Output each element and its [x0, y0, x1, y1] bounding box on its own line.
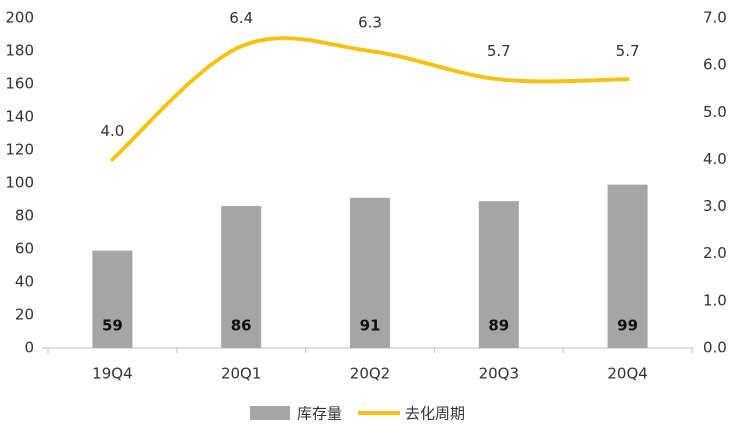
- line: [110, 36, 630, 162]
- x-tick-label: 19Q4: [92, 365, 132, 383]
- y-tick-label: 160: [5, 75, 34, 93]
- y2-tick-label: 0.0: [703, 339, 727, 357]
- bar: [350, 197, 390, 348]
- y-tick-label: 120: [5, 141, 34, 159]
- line-value-label: 5.7: [487, 42, 511, 60]
- bar: [221, 206, 262, 348]
- y-tick-label: 100: [5, 174, 34, 192]
- y2-tick-label: 6.0: [703, 56, 727, 74]
- legend-label: 去化周期: [405, 405, 465, 423]
- bar-value-label: 59: [102, 317, 123, 335]
- line-value-label: 6.4: [229, 9, 253, 27]
- y2-tick-label: 2.0: [703, 244, 727, 262]
- y-tick-label: 0: [24, 339, 34, 357]
- y-tick-label: 80: [15, 207, 34, 225]
- bar-value-label: 86: [231, 317, 252, 335]
- y-tick-label: 40: [15, 273, 34, 291]
- bar: [607, 184, 648, 348]
- y-tick-label: 180: [5, 42, 34, 60]
- line-value-label: 6.3: [358, 14, 382, 32]
- y-tick-label: 200: [5, 9, 34, 27]
- line-value-label: 5.7: [616, 42, 640, 60]
- y-tick-label: 140: [5, 108, 34, 126]
- bar-value-label: 89: [488, 317, 509, 335]
- bar-value-label: 91: [360, 317, 381, 335]
- y-tick-label: 20: [15, 306, 34, 324]
- y2-tick-label: 4.0: [703, 150, 727, 168]
- x-tick-label: 20Q4: [607, 365, 647, 383]
- x-tick-label: 20Q1: [221, 365, 261, 383]
- x-tick-label: 20Q2: [350, 365, 390, 383]
- bar: [92, 250, 133, 348]
- legend-swatch: [250, 406, 290, 420]
- line-value-label: 4.0: [100, 122, 124, 140]
- x-tick-label: 20Q3: [479, 365, 519, 383]
- y-tick-label: 60: [15, 240, 34, 258]
- y2-tick-label: 5.0: [703, 103, 727, 121]
- y2-tick-label: 3.0: [703, 197, 727, 215]
- bar-value-label: 99: [617, 317, 638, 335]
- bar: [478, 201, 519, 348]
- y2-tick-label: 7.0: [703, 9, 727, 27]
- legend-label: 库存量: [297, 405, 342, 423]
- y2-tick-label: 1.0: [703, 291, 727, 309]
